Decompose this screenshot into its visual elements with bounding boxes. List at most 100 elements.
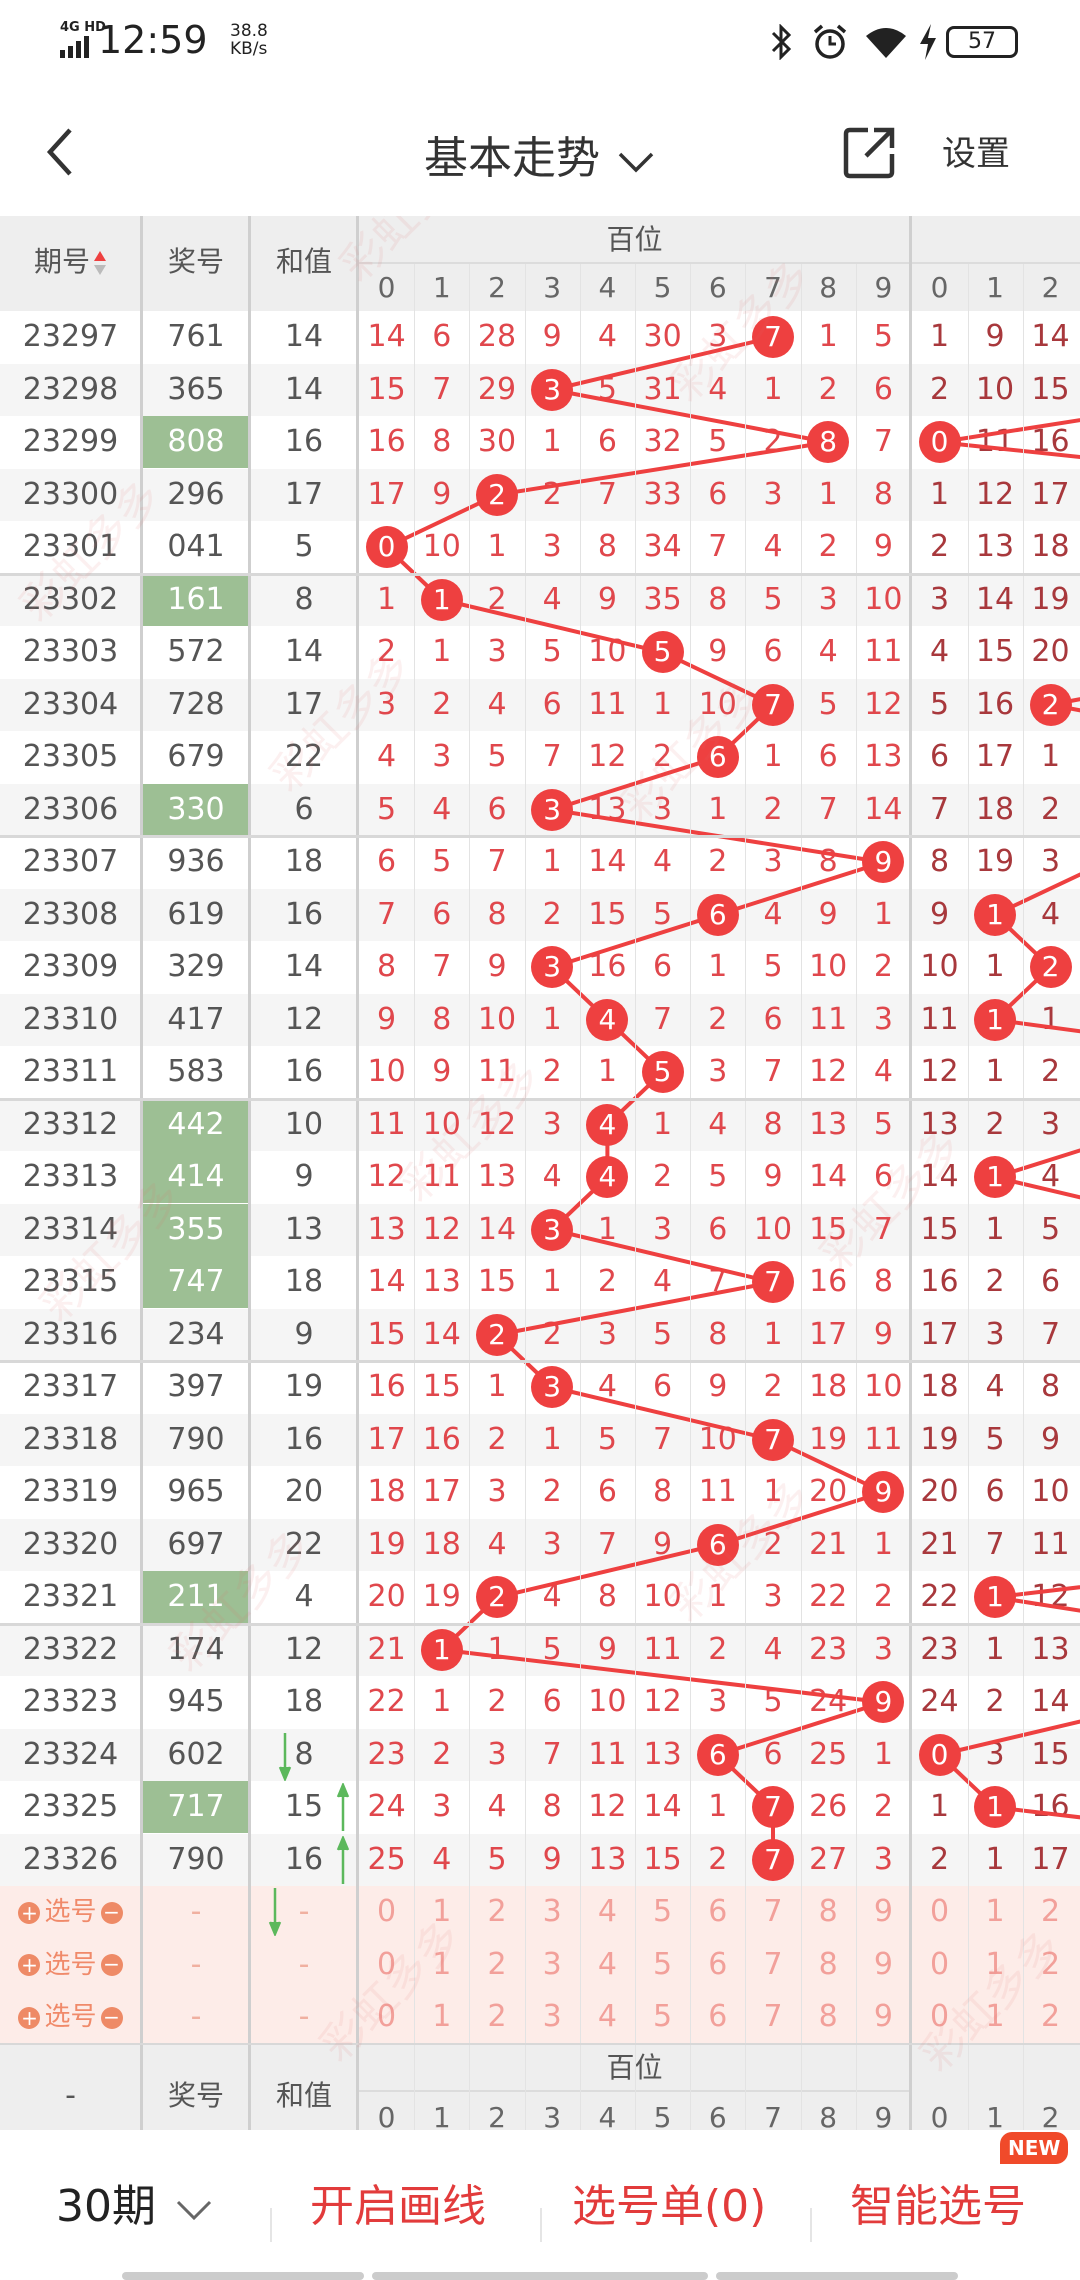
select-digit-button[interactable]: 2: [487, 1999, 507, 2034]
select-tens-digit-button[interactable]: 2: [1040, 1894, 1061, 1929]
smart-pick-button[interactable]: 智能选号: [850, 2181, 1026, 2232]
remove-icon[interactable]: −: [100, 1901, 123, 1924]
select-digit-button[interactable]: 1: [432, 1946, 452, 1982]
select-tens-digit-button[interactable]: 0: [929, 1894, 950, 1929]
draw-lines-button[interactable]: 开启画线: [310, 2181, 486, 2232]
table-row[interactable]: 23300 296 17 17 9 2 7 33 6 3 1 8 1 12 17: [0, 468, 1080, 521]
table-row[interactable]: 23301 041 5 10 1 3 8 34 7 4 2 9 2 13 18: [0, 521, 1080, 574]
select-digit-button[interactable]: 8: [818, 1999, 838, 2034]
table-row[interactable]: 23304 728 17 3 2 4 6 11 1 10 5 12 5 16: [0, 678, 1080, 731]
table-row[interactable]: 23316 234 9 15 14 2 3 5 8 1 17 9 17 3 7: [0, 1308, 1080, 1361]
table-row[interactable]: 23308 619 16 7 6 8 2 15 5 4 9 1 9 4: [0, 888, 1080, 941]
select-row[interactable]: + 选号 − - -0 1 2 3 4 5 6 7 8 9 0 1 2: [0, 1886, 1080, 1939]
omission-cell: 15: [809, 1211, 848, 1247]
select-tens-digit-button[interactable]: 1: [985, 1999, 1005, 2034]
select-tens-digit-button[interactable]: 2: [1040, 1946, 1061, 1982]
select-digit-button[interactable]: 7: [763, 1946, 783, 1982]
select-row[interactable]: + 选号 − - -0 1 2 3 4 5 6 7 8 9 0 1 2: [0, 1938, 1080, 1991]
select-tens-digit-button[interactable]: 0: [929, 1999, 950, 2034]
hundreds-hit-marker: 2: [476, 473, 518, 516]
add-icon[interactable]: +: [18, 1954, 41, 1976]
table-row[interactable]: 23318 790 16 17 16 2 1 5 7 10 19 11 19 5 9: [0, 1413, 1080, 1466]
select-digit-button[interactable]: 8: [818, 1946, 838, 1982]
select-digit-button[interactable]: 0: [377, 1999, 397, 2034]
page-title[interactable]: 基本走势: [0, 122, 1080, 186]
table-row[interactable]: 23303 572 14 2 1 3 5 10 9 6 4 11 4 15 20: [0, 626, 1080, 679]
omission-cell: 4: [708, 1106, 728, 1142]
table-row[interactable]: 23313 414 9 12 11 13 4 2 5 9 14 6 14 4: [0, 1151, 1080, 1204]
table-row[interactable]: 23311 583 16 10 9 11 2 1 3 7 12 4 12 1 2: [0, 1046, 1080, 1099]
select-digit-button[interactable]: 3: [542, 1946, 562, 1982]
remove-icon[interactable]: −: [100, 1954, 123, 1976]
omission-cell: 5: [653, 896, 673, 932]
select-digit-button[interactable]: 3: [542, 1999, 562, 2034]
select-digit-button[interactable]: 5: [653, 1999, 673, 2034]
table-row[interactable]: 23307 936 18 6 5 7 1 14 4 2 3 8 8 19 3: [0, 836, 1080, 889]
select-digit-button[interactable]: 9: [873, 1894, 893, 1929]
select-digit-button[interactable]: 6: [708, 1946, 728, 1982]
prize-cell: 945: [167, 1684, 225, 1719]
table-row[interactable]: 23325 717 15 24 3 4 8 12 14 1 26 2 1 16: [0, 1781, 1080, 1834]
select-digit-button[interactable]: 0: [377, 1946, 397, 1982]
col-sum-header: 和值: [275, 245, 332, 278]
select-digit-button[interactable]: 8: [818, 1894, 838, 1929]
table-row[interactable]: 23299 808 16 16 8 30 1 6 32 5 2 7 11 16: [0, 416, 1080, 469]
table-row[interactable]: 23324 602 8 23 2 3 7 11 13 6 25 1 3 15: [0, 1728, 1080, 1781]
select-digit-button[interactable]: 2: [487, 1946, 507, 1982]
select-digit-button[interactable]: 4: [597, 1946, 617, 1982]
add-icon[interactable]: +: [18, 2006, 41, 2029]
remove-icon[interactable]: −: [100, 2006, 123, 2029]
select-digit-button[interactable]: 9: [873, 1946, 893, 1982]
omission-cell: 4: [763, 529, 783, 564]
sort-icon[interactable]: [93, 250, 107, 276]
table-row[interactable]: 23302 161 8 1 2 4 9 35 8 5 3 10 3 14 19: [0, 573, 1080, 626]
table-row[interactable]: 23312 442 10 11 10 12 3 1 4 8 13 5 13 2 3: [0, 1098, 1080, 1151]
period-count-selector[interactable]: 30期: [56, 2170, 214, 2234]
share-icon[interactable]: [842, 124, 898, 180]
pick-list-button[interactable]: 选号单(0): [572, 2181, 767, 2232]
tens-omission-cell: 14: [1031, 319, 1070, 354]
select-digit-button[interactable]: 6: [708, 1999, 728, 2034]
select-tens-digit-button[interactable]: 0: [929, 1946, 950, 1982]
digit-divider: [690, 264, 692, 2130]
select-digit-button[interactable]: 7: [763, 1894, 783, 1929]
settings-button[interactable]: 设置: [942, 134, 1010, 174]
battery-indicator: 57: [946, 26, 1018, 58]
select-digit-button[interactable]: 5: [653, 1946, 673, 1982]
table-row[interactable]: 23322 174 12 21 1 5 9 11 2 4 23 3 23 1 13: [0, 1623, 1080, 1676]
select-digit-button[interactable]: 0: [377, 1894, 397, 1929]
select-digit-button[interactable]: 1: [432, 1999, 452, 2034]
table-row[interactable]: 23326 790 16 25 4 5 9 13 15 2 27 3 2 1 17: [0, 1833, 1080, 1886]
select-tens-digit-button[interactable]: 2: [1040, 1999, 1061, 2034]
select-digit-button[interactable]: 6: [708, 1894, 728, 1929]
select-digit-button[interactable]: 7: [763, 1999, 783, 2034]
table-row[interactable]: 23319 965 20 18 17 3 2 6 8 11 1 20 20 6 10: [0, 1466, 1080, 1519]
table-row[interactable]: 23297 761 14 14 6 28 9 4 30 3 1 5 1 9 14: [0, 311, 1080, 364]
select-digit-button[interactable]: 5: [653, 1894, 673, 1929]
table-row[interactable]: 23315 747 18 14 13 15 1 2 4 7 16 8 16 2 6: [0, 1256, 1080, 1309]
chevron-down-icon[interactable]: [616, 146, 656, 176]
select-digit-button[interactable]: 4: [597, 1999, 617, 2034]
select-row[interactable]: + 选号 − - -0 1 2 3 4 5 6 7 8 9 0 1 2: [0, 1991, 1080, 2044]
table-row[interactable]: 23305 679 22 4 3 5 7 12 2 1 6 13 6 17 1: [0, 731, 1080, 784]
omission-cell: 3: [708, 319, 728, 354]
omission-cell: 9: [818, 896, 838, 932]
select-digit-button[interactable]: 3: [542, 1894, 562, 1929]
back-icon[interactable]: [42, 124, 82, 180]
table-row[interactable]: 23321 211 4 20 19 4 8 10 1 3 22 2 22 12: [0, 1571, 1080, 1624]
select-tens-digit-button[interactable]: 1: [985, 1894, 1005, 1929]
select-tens-digit-button[interactable]: 1: [985, 1946, 1005, 1982]
table-row[interactable]: 23310 417 12 9 8 10 1 7 2 6 11 3 11 1: [0, 993, 1080, 1046]
chevron-down-icon[interactable]: [174, 2194, 214, 2224]
omission-cell: 13: [643, 1736, 682, 1772]
prize-cell: 174: [167, 1631, 225, 1667]
select-digit-button[interactable]: 1: [432, 1894, 452, 1929]
select-digit-button[interactable]: 4: [597, 1894, 617, 1929]
col-period-header[interactable]: 期号: [0, 236, 141, 288]
select-digit-button[interactable]: 2: [487, 1894, 507, 1929]
table-row[interactable]: 23320 697 22 19 18 4 3 7 9 2 21 1 21 7 11: [0, 1518, 1080, 1571]
add-icon[interactable]: +: [18, 1901, 41, 1924]
hundreds-hit-marker: 9: [862, 1681, 905, 1724]
select-digit-button[interactable]: 9: [873, 1999, 893, 2034]
